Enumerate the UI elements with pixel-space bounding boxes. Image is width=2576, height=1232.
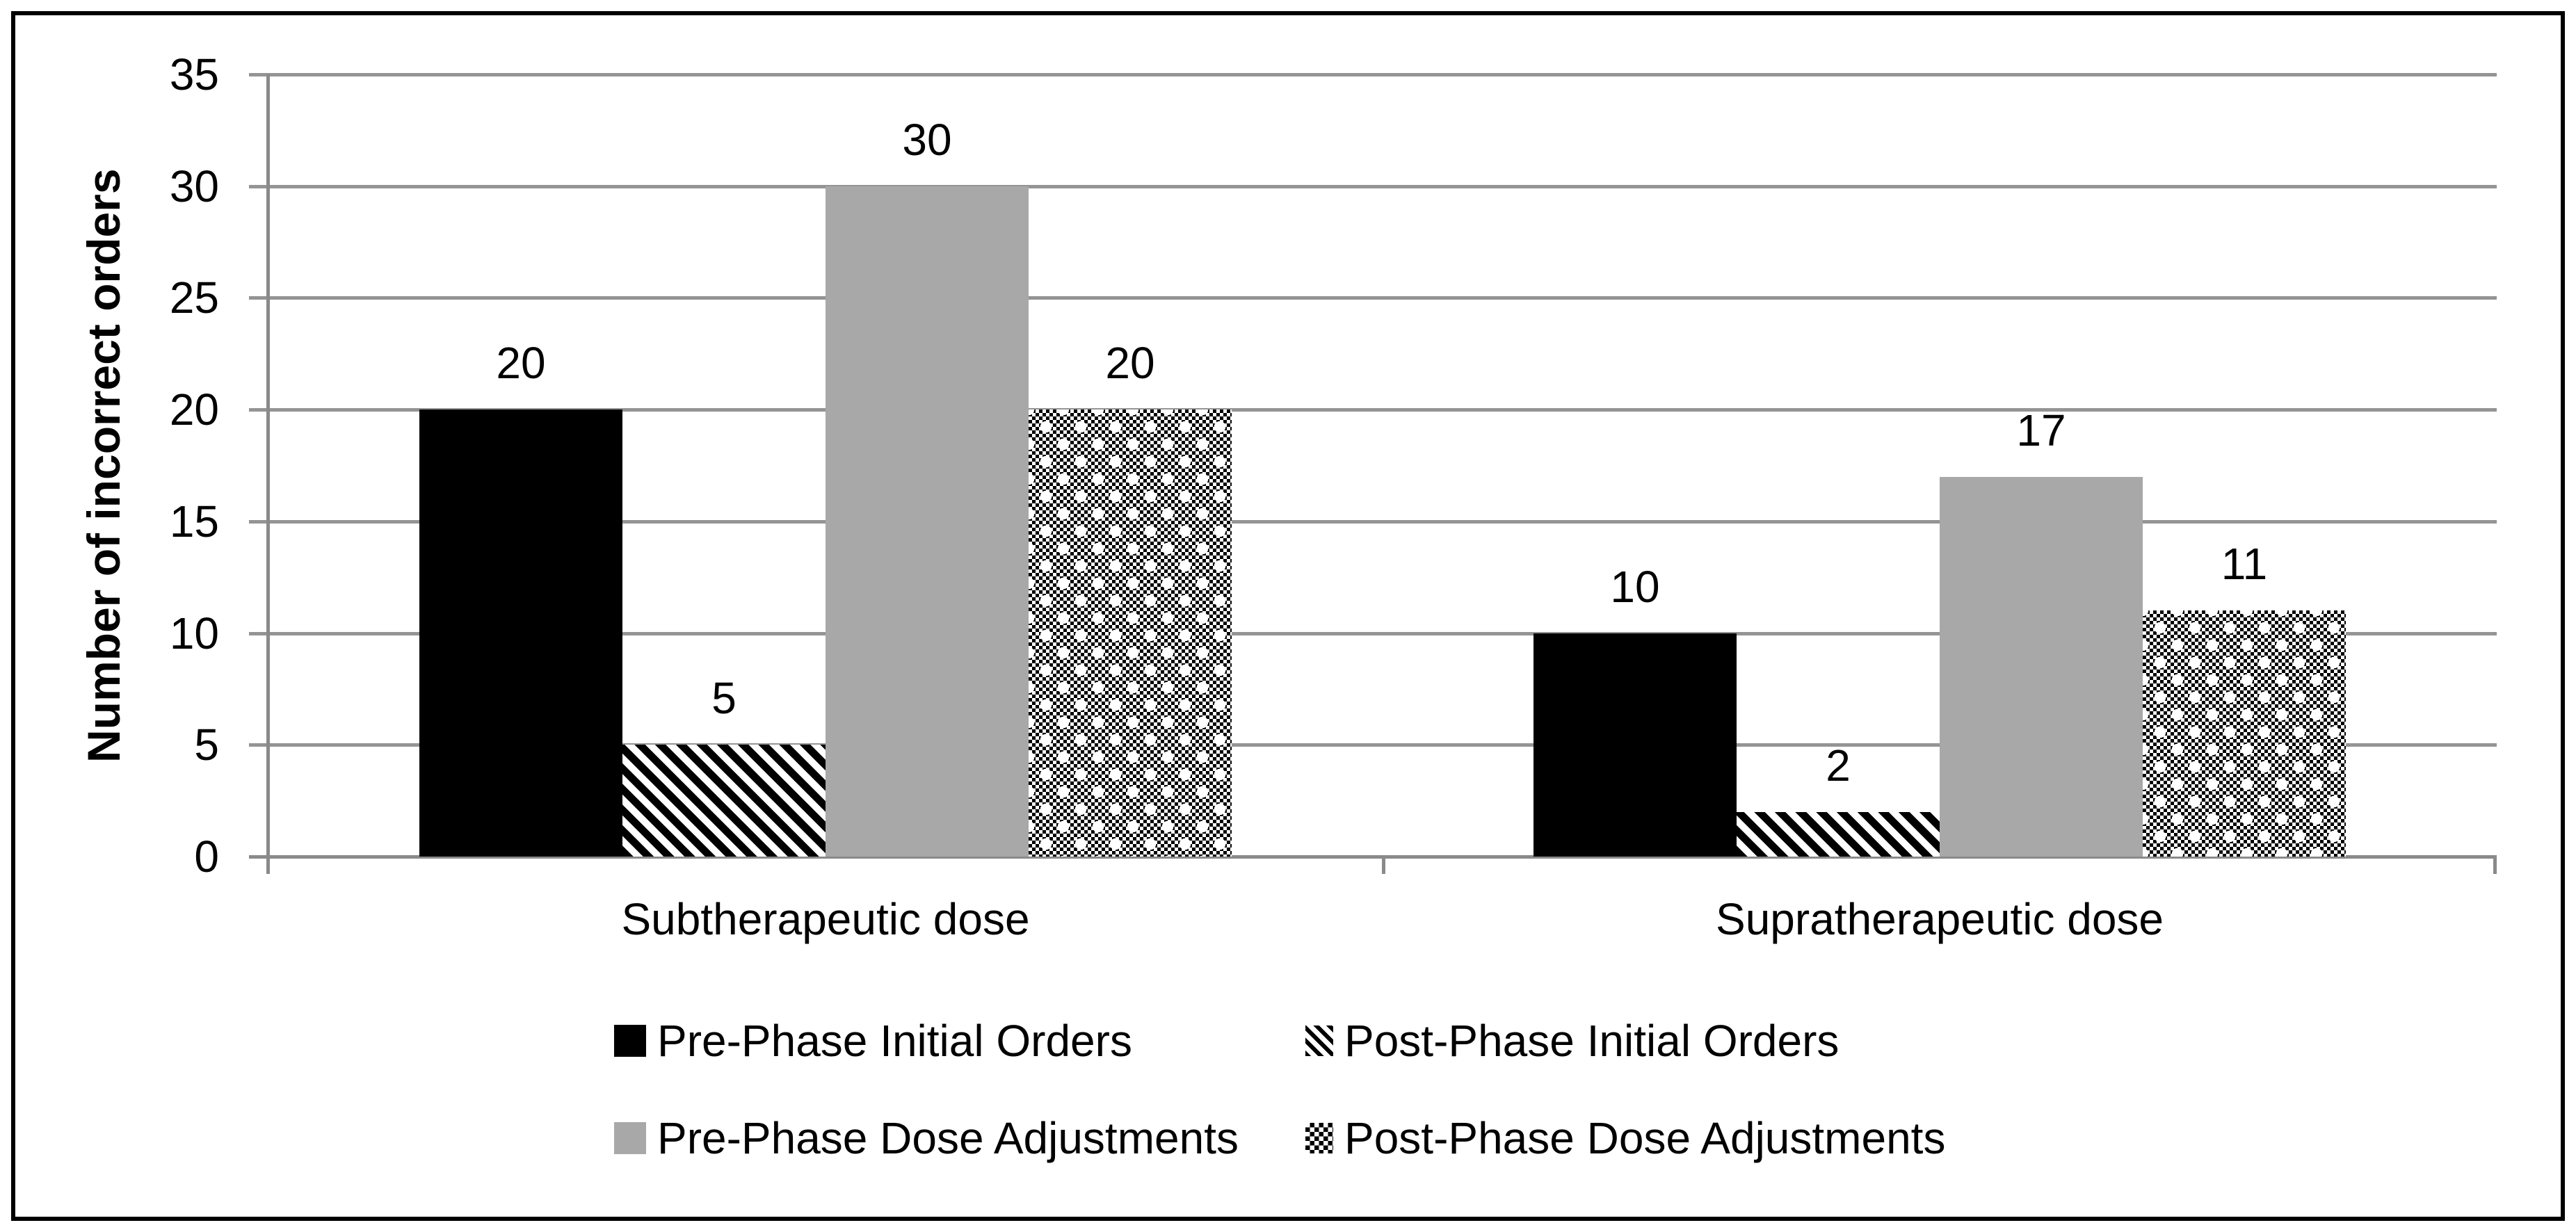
y-axis-line: [266, 74, 270, 874]
y-tick-label: 5: [194, 720, 219, 770]
gridline: [249, 631, 2497, 635]
data-label: 17: [2016, 405, 2066, 455]
bar-post-phase-dose-adjustments: [1029, 410, 1232, 857]
data-label: 10: [1610, 561, 1660, 612]
gridline: [249, 743, 2497, 747]
bar-post-phase-initial-orders: [1737, 811, 1940, 857]
gridline: [249, 184, 2497, 188]
data-label: 2: [1826, 740, 1851, 791]
legend-item: Pre-Phase Initial Orders: [614, 1010, 1305, 1072]
legend: Pre-Phase Initial Orders Post-Phase Initi…: [614, 1010, 1945, 1169]
legend-marker-checkerboard-dots: [1305, 1123, 1333, 1153]
x-axis-tick: [2493, 857, 2497, 874]
gridline: [249, 519, 2497, 524]
legend-label: Post-Phase Initial Orders: [1344, 1016, 1840, 1066]
bar-post-phase-dose-adjustments: [2143, 610, 2346, 857]
data-label: 5: [711, 673, 736, 724]
legend-item: Pre-Phase Dose Adjustments: [614, 1107, 1305, 1169]
gridline: [249, 408, 2497, 412]
bar-pre-phase-dose-adjustments: [826, 186, 1029, 857]
category-label: Subtherapeutic dose: [621, 894, 1030, 944]
legend-label: Pre-Phase Dose Adjustments: [657, 1113, 1239, 1163]
y-tick-label: 15: [169, 496, 219, 546]
x-axis-line: [249, 855, 2497, 859]
legend-marker-diagonal-stripes: [1305, 1026, 1333, 1056]
x-axis-tick: [1382, 857, 1385, 874]
y-tick-label: 0: [194, 832, 219, 882]
data-label: 20: [496, 338, 546, 389]
legend-label: Pre-Phase Initial Orders: [657, 1016, 1132, 1066]
data-label: 20: [1105, 338, 1155, 389]
bar-pre-phase-dose-adjustments: [1940, 476, 2143, 857]
legend-marker-solid-gray: [614, 1122, 646, 1154]
bar-post-phase-initial-orders: [622, 745, 826, 857]
legend-label: Post-Phase Dose Adjustments: [1344, 1113, 1946, 1163]
bar-pre-phase-initial-orders: [1533, 633, 1737, 857]
legend-item: Post-Phase Dose Adjustments: [1305, 1107, 1945, 1169]
y-tick-label: 10: [169, 608, 219, 658]
gridline: [249, 73, 2497, 76]
gridline: [249, 296, 2497, 300]
legend-marker-solid-black: [614, 1025, 646, 1057]
legend-item: Post-Phase Initial Orders: [1305, 1010, 1945, 1072]
category-label: Supratherapeutic dose: [1716, 894, 2164, 944]
y-tick-label: 25: [169, 273, 219, 323]
y-tick-label: 30: [169, 161, 219, 211]
bar-pre-phase-initial-orders: [419, 410, 622, 857]
data-label: 30: [902, 114, 952, 165]
data-label: 11: [2221, 539, 2268, 590]
y-tick-label: 20: [169, 384, 219, 435]
y-tick-label: 35: [169, 49, 219, 99]
